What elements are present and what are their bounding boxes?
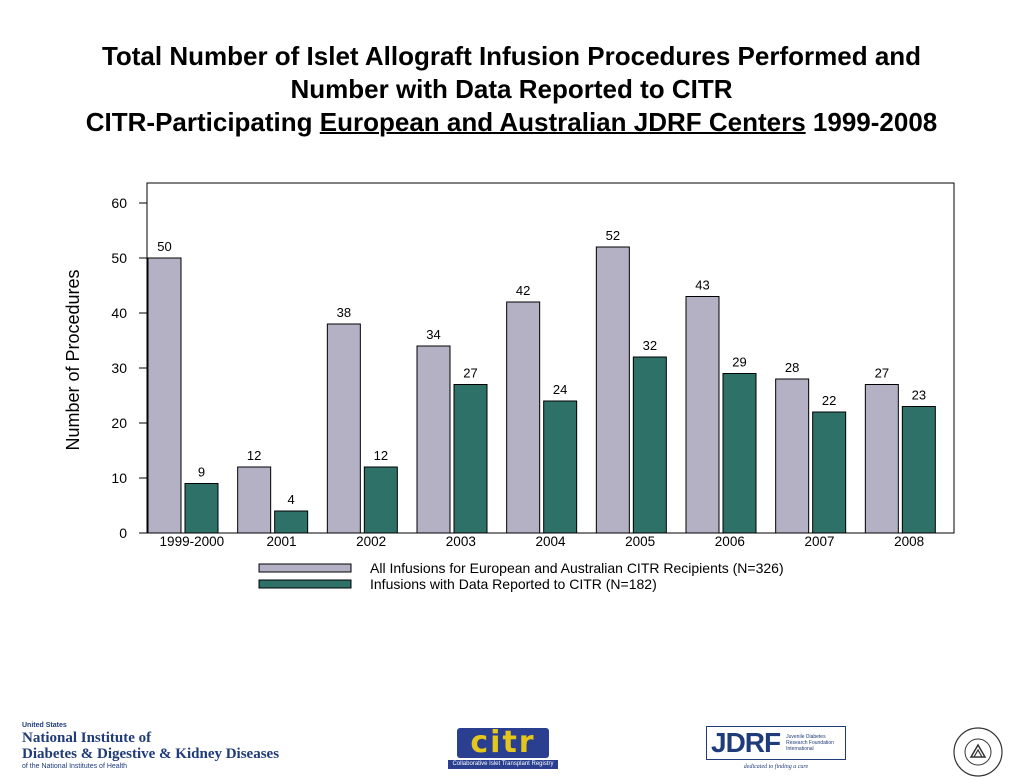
title-line-3-underlined: European and Australian JDRF Centers: [319, 107, 806, 137]
niddk-logo-line-2: National Institute of: [22, 730, 152, 746]
data-label-all-infusions: 12: [247, 448, 261, 463]
jdrf-logo-box: JDRF Juvenile Diabetes Research Foundati…: [706, 726, 846, 760]
data-label-data-reported: 24: [553, 382, 567, 397]
title-line-3-suffix: 1999-2008: [805, 107, 938, 137]
y-tick-label: 40: [111, 305, 127, 321]
jdrf-logo-tagline: dedicated to finding a cure: [743, 764, 809, 770]
data-label-all-infusions: 42: [516, 283, 530, 298]
bar-all-infusions: [147, 257, 182, 534]
data-label-data-reported: 12: [374, 448, 388, 463]
data-label-data-reported: 22: [822, 393, 836, 408]
jdrf-logo-mark: JDRF: [711, 727, 781, 758]
niddk-logo-line-3: Diabetes & Digestive & Kidney Diseases: [22, 746, 280, 762]
chart-title: Total Number of Islet Allograft Infusion…: [0, 40, 1023, 139]
bar-data-reported: [543, 400, 578, 534]
y-tick-label: 0: [119, 525, 127, 541]
bar-all-infusions: [416, 345, 451, 534]
x-tick-label: 2008: [894, 534, 924, 549]
title-line-1: Total Number of Islet Allograft Infusion…: [101, 41, 922, 71]
data-label-all-infusions: 27: [875, 366, 889, 381]
data-label-all-infusions: 50: [157, 239, 171, 254]
data-label-all-infusions: 43: [695, 278, 709, 293]
citr-logo-subtitle: Collaborative Islet Transplant Registry: [448, 760, 558, 769]
bar-all-infusions: [775, 378, 810, 534]
nih-seal-icon: [953, 727, 1003, 777]
title-line-2: Number with Data Reported to CITR: [290, 74, 733, 104]
bar-all-infusions: [864, 384, 899, 534]
citr-logo: citr Collaborative Islet Transplant Regi…: [448, 728, 558, 772]
bar-data-reported: [453, 384, 488, 534]
citr-logo-mark: citr: [457, 728, 549, 758]
bar-all-infusions: [237, 466, 272, 534]
x-tick-label: 2006: [715, 534, 745, 549]
bar-all-infusions: [326, 323, 361, 534]
y-tick-label: 50: [111, 250, 127, 266]
bar-data-reported: [632, 356, 667, 534]
x-tick-label: 2003: [446, 534, 476, 549]
data-label-all-infusions: 52: [606, 228, 620, 243]
x-tick-label: 2002: [356, 534, 386, 549]
bar-all-infusions: [595, 246, 630, 534]
y-tick-label: 30: [111, 360, 127, 376]
data-label-data-reported: 27: [463, 366, 477, 381]
title-line-3-prefix: CITR-Participating: [85, 107, 320, 137]
x-tick-label: 2005: [625, 534, 655, 549]
niddk-logo-line-4: of the National Institutes of Health: [22, 763, 128, 770]
y-axis-label: Number of Procedures: [63, 269, 83, 450]
bar-data-reported: [363, 466, 398, 534]
data-label-all-infusions: 34: [426, 327, 440, 342]
bar-all-infusions: [685, 296, 720, 534]
legend-swatch-data-reported: [258, 579, 352, 589]
x-tick-label: 2001: [266, 534, 296, 549]
data-label-data-reported: 4: [288, 492, 295, 507]
jdrf-logo: JDRF Juvenile Diabetes Research Foundati…: [706, 726, 846, 774]
data-label-all-infusions: 38: [337, 305, 351, 320]
title-line-3: CITR-Participating European and Australi…: [0, 106, 1023, 139]
data-label-data-reported: 32: [643, 338, 657, 353]
legend-swatch-all-infusions: [258, 563, 352, 573]
data-label-data-reported: 23: [912, 388, 926, 403]
bar-data-reported: [274, 510, 309, 534]
bar-data-reported: [901, 406, 936, 534]
niddk-logo: United States National Institute of Diab…: [22, 722, 280, 774]
bar-data-reported: [184, 483, 219, 534]
x-tick-label: 2004: [535, 534, 566, 549]
bar-data-reported: [812, 411, 847, 534]
y-tick-label: 10: [111, 470, 127, 486]
data-label-data-reported: 9: [198, 465, 205, 480]
data-label-all-infusions: 28: [785, 360, 799, 375]
bar-data-reported: [722, 373, 757, 534]
niddk-logo-line-1: United States: [22, 722, 67, 729]
x-tick-label: 1999-2000: [160, 534, 225, 549]
y-tick-label: 60: [111, 195, 127, 211]
legend-label-all-infusions: All Infusions for European and Australia…: [370, 560, 784, 576]
legend-label-data-reported: Infusions with Data Reported to CITR (N=…: [370, 576, 657, 592]
jdrf-logo-side-text: Juvenile Diabetes Research Foundation In…: [786, 734, 834, 752]
y-tick-label: 20: [111, 415, 127, 431]
bar-all-infusions: [506, 301, 541, 534]
x-tick-label: 2007: [804, 534, 834, 549]
data-label-data-reported: 29: [732, 355, 746, 370]
bar-chart: 0 10 20 30 40 50 60 Number of Procedures 50 9 1999…: [63, 182, 955, 592]
